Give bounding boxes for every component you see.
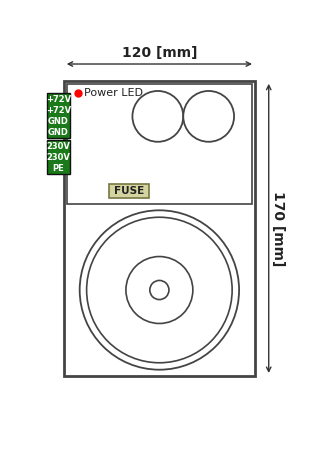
Ellipse shape: [126, 256, 193, 324]
Text: +72V: +72V: [46, 95, 71, 104]
Text: FUSE: FUSE: [114, 186, 144, 196]
Ellipse shape: [87, 217, 232, 363]
Ellipse shape: [132, 91, 183, 142]
Bar: [47, 93, 70, 138]
Bar: [64, 81, 255, 376]
Ellipse shape: [183, 91, 234, 142]
Text: 230V: 230V: [47, 142, 70, 151]
Text: 170 [mm]: 170 [mm]: [271, 191, 285, 266]
Bar: [109, 184, 149, 198]
Text: 230V: 230V: [47, 153, 70, 162]
Ellipse shape: [80, 210, 239, 370]
Bar: [67, 84, 252, 204]
Bar: [47, 140, 70, 174]
Text: +72V: +72V: [46, 106, 71, 115]
Text: PE: PE: [52, 165, 64, 174]
Ellipse shape: [150, 280, 169, 300]
Text: GND: GND: [48, 128, 69, 137]
Text: GND: GND: [48, 117, 69, 126]
Text: Power LED: Power LED: [84, 88, 143, 98]
Text: 120 [mm]: 120 [mm]: [122, 46, 197, 60]
